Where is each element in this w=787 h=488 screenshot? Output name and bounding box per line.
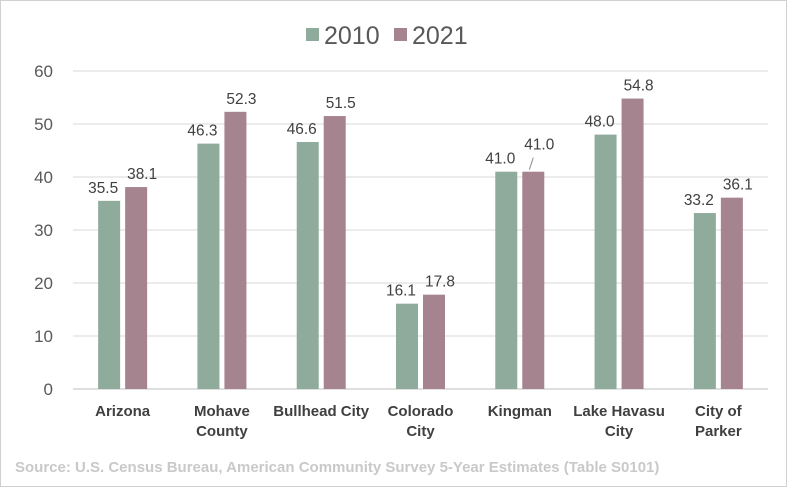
data-label: 36.1 — [723, 177, 753, 194]
y-tick-label: 50 — [34, 115, 53, 134]
bar-2010 — [197, 143, 220, 389]
bar-2021 — [423, 294, 445, 389]
data-label: 51.5 — [326, 95, 356, 112]
x-tick-label: County — [196, 423, 248, 440]
bar-2010 — [693, 213, 716, 389]
bar-2010 — [296, 142, 319, 389]
data-label: 52.3 — [226, 91, 256, 108]
data-label: 46.6 — [287, 121, 317, 138]
x-tick-label: City — [605, 423, 634, 440]
data-label: 41.0 — [524, 137, 554, 154]
y-tick-label: 0 — [44, 380, 53, 399]
label-leader-line — [528, 157, 534, 170]
legend-label: 2010 — [324, 22, 380, 50]
x-tick-label: Lake Havasu — [573, 403, 665, 420]
source-note: Source: U.S. Census Bureau, American Com… — [15, 459, 660, 476]
data-label: 54.8 — [624, 78, 654, 95]
x-tick-label: Arizona — [95, 403, 151, 420]
data-label: 41.0 — [485, 151, 515, 168]
x-tick-label: Parker — [695, 423, 742, 440]
bar-2010 — [396, 303, 418, 389]
legend-swatch-2021 — [394, 28, 407, 41]
bar-2021 — [125, 187, 148, 389]
data-label: 48.0 — [585, 114, 615, 131]
bar-2010 — [594, 134, 617, 389]
bar-2021 — [323, 116, 346, 390]
bar-2021 — [224, 111, 247, 389]
y-tick-label: 60 — [34, 62, 53, 81]
data-label: 33.2 — [684, 192, 714, 209]
x-tick-label: Bullhead City — [273, 403, 370, 420]
bar-2021 — [522, 171, 545, 389]
y-tick-label: 20 — [34, 274, 53, 293]
x-tick-label: Mohave — [194, 403, 250, 420]
data-label: 16.1 — [386, 283, 416, 300]
y-tick-label: 10 — [34, 327, 53, 346]
data-label: 17.8 — [425, 274, 455, 291]
x-tick-label: City — [406, 423, 435, 440]
legend-swatch-2010 — [306, 28, 319, 41]
y-tick-label: 30 — [34, 221, 53, 240]
x-tick-label: Kingman — [488, 403, 552, 420]
legend-label: 2021 — [412, 22, 468, 50]
bar-2010 — [495, 171, 518, 389]
data-label: 46.3 — [187, 123, 217, 140]
bar-2010 — [98, 200, 121, 389]
x-tick-label: Colorado — [388, 403, 454, 420]
data-label: 38.1 — [127, 166, 157, 183]
bar-2021 — [621, 98, 644, 389]
bar-2021 — [720, 197, 743, 389]
x-tick-label: City of — [695, 403, 743, 420]
y-tick-label: 40 — [34, 168, 53, 187]
data-label: 35.5 — [88, 180, 118, 197]
